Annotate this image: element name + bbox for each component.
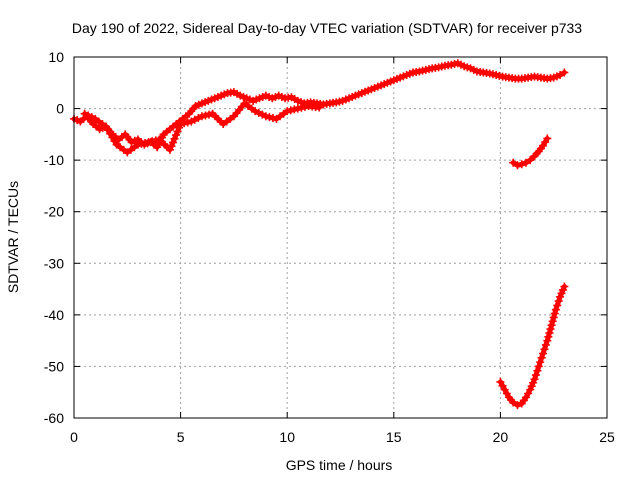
data-point	[513, 401, 522, 410]
data-point	[297, 103, 306, 112]
data-point	[144, 138, 153, 147]
data-point	[509, 158, 518, 167]
data-point	[148, 137, 157, 146]
data-point	[533, 366, 542, 375]
data-point	[183, 118, 192, 127]
x-axis-label: GPS time / hours	[286, 457, 393, 473]
data-point	[84, 111, 93, 120]
x-tick-label: 20	[493, 429, 509, 445]
data-point	[197, 112, 206, 121]
series-arc-2	[509, 134, 552, 170]
data-point	[550, 309, 559, 318]
data-point	[194, 114, 203, 123]
data-point	[258, 110, 267, 119]
data-layer	[70, 59, 569, 410]
plot-frame	[73, 56, 608, 419]
data-point	[509, 398, 518, 407]
data-point	[560, 282, 569, 291]
data-point	[560, 68, 569, 77]
data-point	[172, 131, 181, 140]
data-point	[556, 71, 565, 80]
data-point	[526, 156, 535, 165]
y-tick-label: -40	[44, 307, 64, 323]
data-point	[531, 371, 540, 380]
data-point	[541, 340, 550, 349]
data-point	[547, 321, 556, 330]
data-point	[300, 102, 309, 111]
data-point	[548, 317, 557, 326]
data-point	[268, 114, 277, 123]
data-point	[546, 325, 555, 334]
data-point	[137, 139, 146, 148]
data-point	[543, 134, 552, 143]
x-tick-label: 5	[177, 429, 185, 445]
data-point	[261, 112, 270, 121]
data-point	[265, 113, 274, 122]
y-axis-label: SDTVAR / TECUs	[5, 181, 21, 293]
y-tick-label: -10	[44, 152, 64, 168]
data-point	[180, 119, 189, 128]
data-point	[293, 104, 302, 113]
data-point	[536, 358, 545, 367]
data-point	[251, 107, 260, 116]
data-point	[543, 336, 552, 345]
series-arc-1-lower	[80, 99, 324, 157]
data-point	[540, 345, 549, 354]
data-point	[201, 111, 210, 120]
data-point	[551, 305, 560, 314]
data-point	[187, 117, 196, 126]
data-point	[539, 349, 548, 358]
data-point	[80, 109, 89, 118]
data-point	[544, 332, 553, 341]
y-tick-label: -50	[44, 358, 64, 374]
y-tick-label: 0	[56, 101, 64, 117]
data-point	[173, 127, 182, 136]
data-point	[545, 328, 554, 337]
data-point	[205, 110, 214, 119]
data-point	[175, 123, 184, 132]
tick-layer: 0 5 10 15 20 25 10 0 -10 -20 -30 -40 -50 -60	[44, 49, 615, 445]
x-tick-label: 10	[279, 429, 295, 445]
data-point	[87, 113, 96, 122]
data-point	[315, 103, 324, 112]
data-point	[254, 108, 263, 117]
y-tick-label: -30	[44, 255, 64, 271]
data-point	[286, 106, 295, 115]
x-tick-label: 15	[386, 429, 402, 445]
data-point	[554, 297, 563, 306]
data-point	[549, 313, 558, 322]
data-point	[133, 140, 142, 149]
grid-layer	[74, 57, 607, 418]
y-tick-label: 10	[48, 49, 64, 65]
y-tick-label: -60	[44, 410, 64, 426]
chart-title: Day 190 of 2022, Sidereal Day-to-day VTE…	[72, 20, 582, 36]
data-point	[176, 120, 185, 129]
data-point	[530, 375, 539, 384]
data-point	[521, 158, 530, 167]
series-arc-1	[70, 59, 569, 152]
data-point	[283, 107, 292, 116]
y-tick-label: -20	[44, 204, 64, 220]
data-point	[553, 301, 562, 310]
data-point	[517, 160, 526, 169]
data-point	[537, 353, 546, 362]
series-arc-3	[496, 282, 569, 410]
data-point	[167, 142, 176, 151]
x-tick-label: 0	[70, 429, 78, 445]
data-point	[168, 138, 177, 147]
data-point	[534, 362, 543, 371]
data-point	[290, 105, 299, 114]
data-point	[513, 161, 522, 170]
data-point	[141, 138, 150, 147]
data-point	[170, 134, 179, 143]
x-tick-label: 25	[599, 429, 615, 445]
data-point	[165, 145, 174, 154]
data-point	[190, 115, 199, 124]
data-point	[151, 136, 160, 145]
